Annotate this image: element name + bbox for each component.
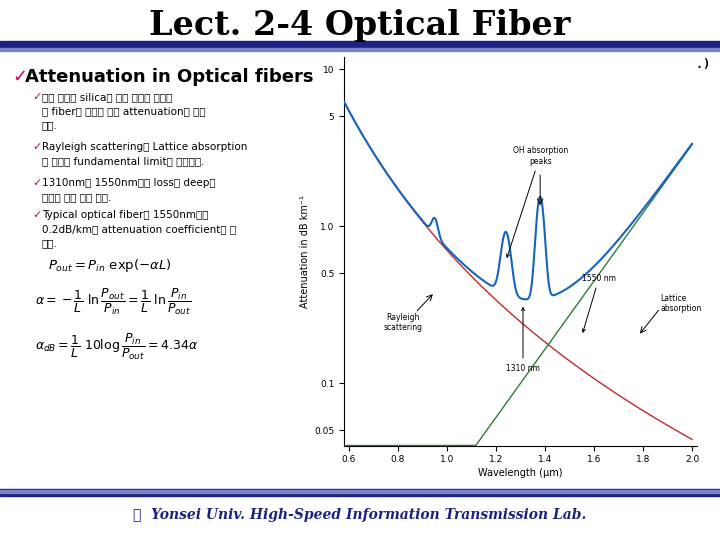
Text: 1550 nm: 1550 nm — [582, 274, 616, 332]
Bar — [0, 48, 720, 51]
Text: © 1999 S.O. Kasap, Optoelectronics (Prentice Hall): © 1999 S.O. Kasap, Optoelectronics (Pren… — [360, 432, 554, 441]
Text: OH absorption
peaks: OH absorption peaks — [507, 146, 568, 257]
Text: $\alpha_{dB} = \dfrac{1}{L}\ 10\log\dfrac{P_{in}}{P_{out}} = 4.34\alpha$: $\alpha_{dB} = \dfrac{1}{L}\ 10\log\dfra… — [35, 332, 198, 362]
Text: ✓: ✓ — [32, 210, 41, 220]
Bar — [0, 490, 720, 493]
Text: Attenuation in Optical fibers: Attenuation in Optical fibers — [25, 68, 313, 86]
Y-axis label: Attenuation in dB km⁻¹: Attenuation in dB km⁻¹ — [300, 194, 310, 308]
Text: Rayleigh
scattering: Rayleigh scattering — [384, 313, 423, 332]
Text: Ⓡ  Yonsei Univ. High-Speed Information Transmission Lab.: Ⓡ Yonsei Univ. High-Speed Information Tr… — [133, 508, 587, 522]
X-axis label: Wavelength (μm): Wavelength (μm) — [478, 468, 563, 478]
Text: 가 되는 거리 L은?: 가 되는 거리 L은? — [358, 308, 420, 318]
Text: $\alpha = -\dfrac{1}{L}\ \ln\dfrac{P_{out}}{P_{in}} = \dfrac{1}{L}\ \ln\dfrac{P_: $\alpha = -\dfrac{1}{L}\ \ln\dfrac{P_{ou… — [35, 287, 192, 317]
Text: Ex) $\alpha_{dB}$=0.3dB/km일때  Pin=1mW이면  Pout=0.5mW: Ex) $\alpha_{dB}$=0.3dB/km일때 Pin=1mW이면 P… — [372, 292, 640, 306]
Text: 1310 nm: 1310 nm — [506, 308, 540, 373]
Text: ✓Ex) α: ✓Ex) α — [358, 292, 396, 302]
Text: 1310nm와 1550nm에서 loss의 deep이
생기는 것을 볼수 있다.: 1310nm와 1550nm에서 loss의 deep이 생기는 것을 볼수 있… — [42, 178, 215, 202]
Text: ✓: ✓ — [32, 142, 41, 152]
Text: Typical optical fiber는 1550nm에서
0.2dB/km의 attenuation coefficient를 갖
는다.: Typical optical fiber는 1550nm에서 0.2dB/km… — [42, 210, 236, 248]
Text: ✓: ✓ — [32, 92, 41, 102]
Bar — [0, 489, 720, 496]
Text: Lect. 2-4 Optical Fiber: Lect. 2-4 Optical Fiber — [149, 10, 571, 43]
Text: Rayleigh scattering과 Lattice absorption
에 의해서 fundamental limit이 정해진다.: Rayleigh scattering과 Lattice absorption … — [42, 142, 248, 166]
Text: Lattice
absorption: Lattice absorption — [660, 294, 701, 313]
Bar — [0, 41, 720, 48]
Text: Illustration of a typical attenuation vs. wavelength characteristics
of a silica: Illustration of a typical attenuation vs… — [360, 392, 659, 422]
Text: $P_{out} = P_{in}\ \mathrm{exp}(-\alpha L)$: $P_{out} = P_{in}\ \mathrm{exp}(-\alpha … — [48, 257, 171, 274]
Text: 2003. 4. 28 (Mon.): 2003. 4. 28 (Mon.) — [582, 58, 710, 71]
Text: ✓: ✓ — [32, 178, 41, 188]
Text: $= \dfrac{1}{0.3dB/km}\ 10\log\dfrac{1mW}{0.5mW}$: $= \dfrac{1}{0.3dB/km}\ 10\log\dfrac{1mW… — [460, 325, 624, 353]
Text: $L = \dfrac{1}{\alpha_{dB}}\ 10\log\dfrac{P_{in}}{P_{out}}$: $L = \dfrac{1}{\alpha_{dB}}\ 10\log\dfra… — [358, 325, 467, 355]
Text: ✓: ✓ — [12, 68, 27, 86]
Text: 우측 그림은 silica를 기본 물질로 사용하
는 fiber의 파장에 따른 attenuation을 나타
낸다.: 우측 그림은 silica를 기본 물질로 사용하 는 fiber의 파장에 따… — [42, 92, 206, 130]
Text: $= 10km$: $= 10km$ — [370, 357, 427, 372]
